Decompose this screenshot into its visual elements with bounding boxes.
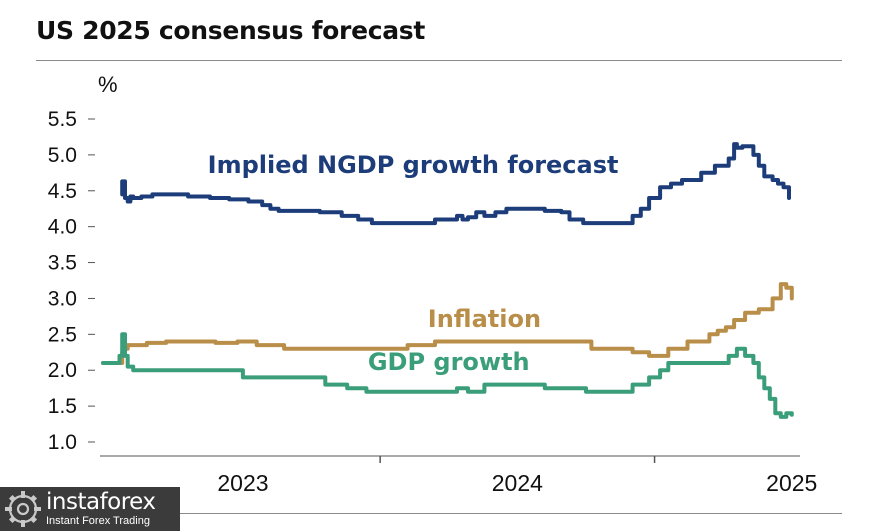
y-tick-label: 3.5 bbox=[48, 252, 77, 275]
series-label: GDP growth bbox=[368, 348, 530, 376]
brand-tagline: Instant Forex Trading bbox=[46, 515, 150, 527]
y-tick-label: 4.5 bbox=[48, 180, 77, 203]
y-tick-label: 1.5 bbox=[48, 395, 77, 418]
y-tick-label: 4.0 bbox=[48, 216, 77, 239]
x-tick-label: 2024 bbox=[492, 470, 543, 496]
footer-divider bbox=[36, 513, 842, 514]
y-tick-label: 2.5 bbox=[48, 323, 77, 346]
series-line-implied-ngdp-growth-forecast bbox=[120, 142, 791, 226]
series-label: Inflation bbox=[428, 305, 541, 333]
series-line-inflation bbox=[101, 282, 794, 365]
y-axis-label: % bbox=[98, 72, 118, 97]
series-layer bbox=[101, 142, 794, 419]
series-line-gdp-growth bbox=[101, 332, 794, 419]
instaforex-logo-icon bbox=[5, 491, 41, 527]
series-label: Implied NGDP growth forecast bbox=[208, 151, 619, 179]
x-tick-label: 2023 bbox=[217, 470, 268, 496]
y-tick-label: 5.0 bbox=[48, 144, 77, 167]
brand-name: instaforex bbox=[46, 489, 156, 515]
x-axis: 2023 2024 2025 bbox=[217, 456, 817, 496]
instaforex-logo[interactable]: instaforex Instant Forex Trading bbox=[0, 487, 180, 531]
y-axis: 1.0 1.5 2.0 2.5 3.0 3.5 4.0 4.5 5.0 5.5 bbox=[48, 108, 95, 454]
y-tick-label: 2.0 bbox=[48, 359, 77, 382]
y-tick-label: 5.5 bbox=[48, 108, 77, 131]
title-divider bbox=[36, 60, 842, 61]
y-tick-label: 1.0 bbox=[48, 431, 77, 454]
x-tick-label: 2025 bbox=[766, 470, 817, 496]
series-labels: Implied NGDP growth forecast Inflation GDP… bbox=[208, 151, 619, 376]
y-tick-label: 3.0 bbox=[48, 287, 77, 310]
chart-title: US 2025 consensus forecast bbox=[36, 16, 426, 45]
